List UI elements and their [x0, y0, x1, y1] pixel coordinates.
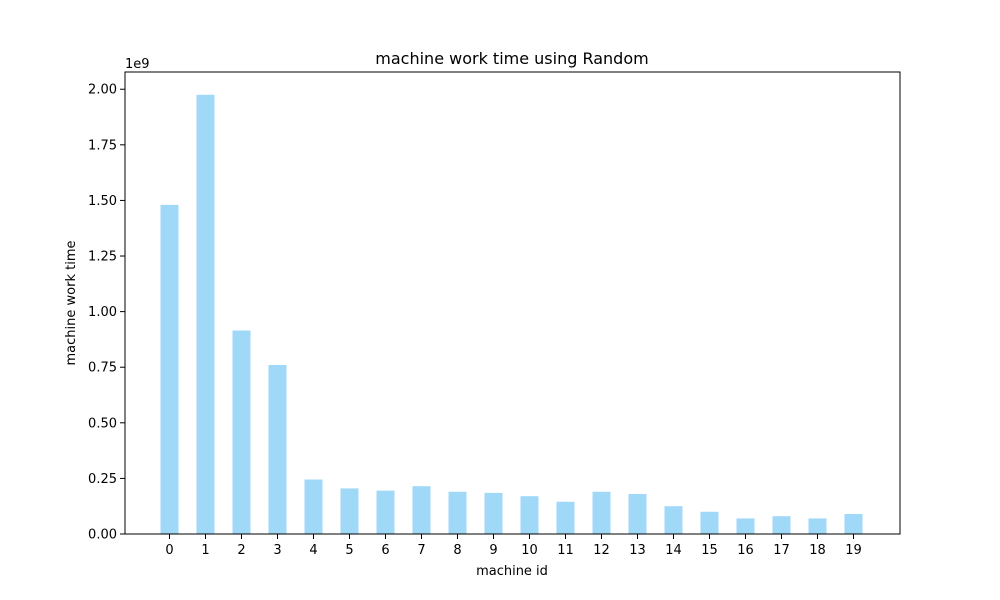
- y-tick-label: 0.25: [88, 472, 117, 487]
- bar-machine-8: [448, 491, 467, 534]
- x-tick-label: 19: [845, 543, 862, 558]
- y-axis-label: machine work time: [64, 241, 79, 366]
- bar-machine-15: [700, 511, 719, 534]
- bar-machine-14: [664, 506, 683, 534]
- bar-machine-13: [628, 493, 647, 534]
- y-tick-label: 1.00: [88, 305, 117, 320]
- bar-machine-4: [304, 479, 323, 534]
- x-tick-label: 2: [237, 543, 245, 558]
- bar-machine-6: [376, 490, 395, 534]
- bar-machine-19: [844, 513, 863, 534]
- y-ticks-group: 0.00 0.25 0.50 0.75 1.00 1.25 1.50 1.75 2.00: [88, 83, 125, 543]
- x-ticks-group: 0 1 2 3 4 5 6 7 8 9 10 11 12 13 14 15 16 17 18 19: [165, 534, 862, 558]
- x-tick-label: 15: [701, 543, 718, 558]
- x-tick-label: 1: [201, 543, 209, 558]
- y-tick-label: 0.50: [88, 416, 117, 431]
- y-tick-label: 1.50: [88, 194, 117, 209]
- x-tick-label: 12: [593, 543, 610, 558]
- chart-title: machine work time using Random: [375, 49, 648, 68]
- bar-machine-7: [412, 486, 431, 534]
- x-tick-label: 14: [665, 543, 682, 558]
- x-axis-label: machine id: [476, 564, 548, 579]
- x-tick-label: 17: [773, 543, 790, 558]
- bars-group: [160, 94, 863, 534]
- plot-frame: [124, 71, 901, 535]
- x-tick-label: 3: [273, 543, 281, 558]
- bar-machine-0: [160, 204, 179, 534]
- x-tick-label: 4: [309, 543, 317, 558]
- bar-machine-2: [232, 330, 251, 534]
- bar-machine-10: [520, 496, 539, 534]
- x-tick-label: 7: [417, 543, 425, 558]
- x-tick-label: 13: [629, 543, 646, 558]
- x-tick-label: 18: [809, 543, 826, 558]
- x-tick-label: 0: [165, 543, 173, 558]
- x-tick-label: 16: [737, 543, 754, 558]
- y-tick-label: 0.00: [88, 528, 117, 543]
- bar-machine-16: [736, 518, 755, 534]
- x-tick-label: 11: [557, 543, 574, 558]
- x-tick-label: 10: [521, 543, 538, 558]
- y-tick-label: 1.75: [88, 138, 117, 153]
- bar-machine-12: [592, 491, 611, 534]
- y-tick-label: 0.75: [88, 361, 117, 376]
- bar-machine-18: [808, 518, 827, 534]
- bar-machine-5: [340, 488, 359, 534]
- x-tick-label: 8: [453, 543, 461, 558]
- x-tick-label: 6: [381, 543, 389, 558]
- y-tick-label: 2.00: [88, 83, 117, 98]
- bar-machine-9: [484, 492, 503, 534]
- y-scale-label: 1e9: [125, 57, 150, 72]
- bar-machine-17: [772, 516, 791, 534]
- bar-machine-11: [556, 501, 575, 534]
- bar-machine-3: [268, 364, 287, 534]
- bar-machine-1: [196, 94, 215, 534]
- x-tick-label: 5: [345, 543, 353, 558]
- y-tick-label: 1.25: [88, 250, 117, 265]
- x-tick-label: 9: [489, 543, 497, 558]
